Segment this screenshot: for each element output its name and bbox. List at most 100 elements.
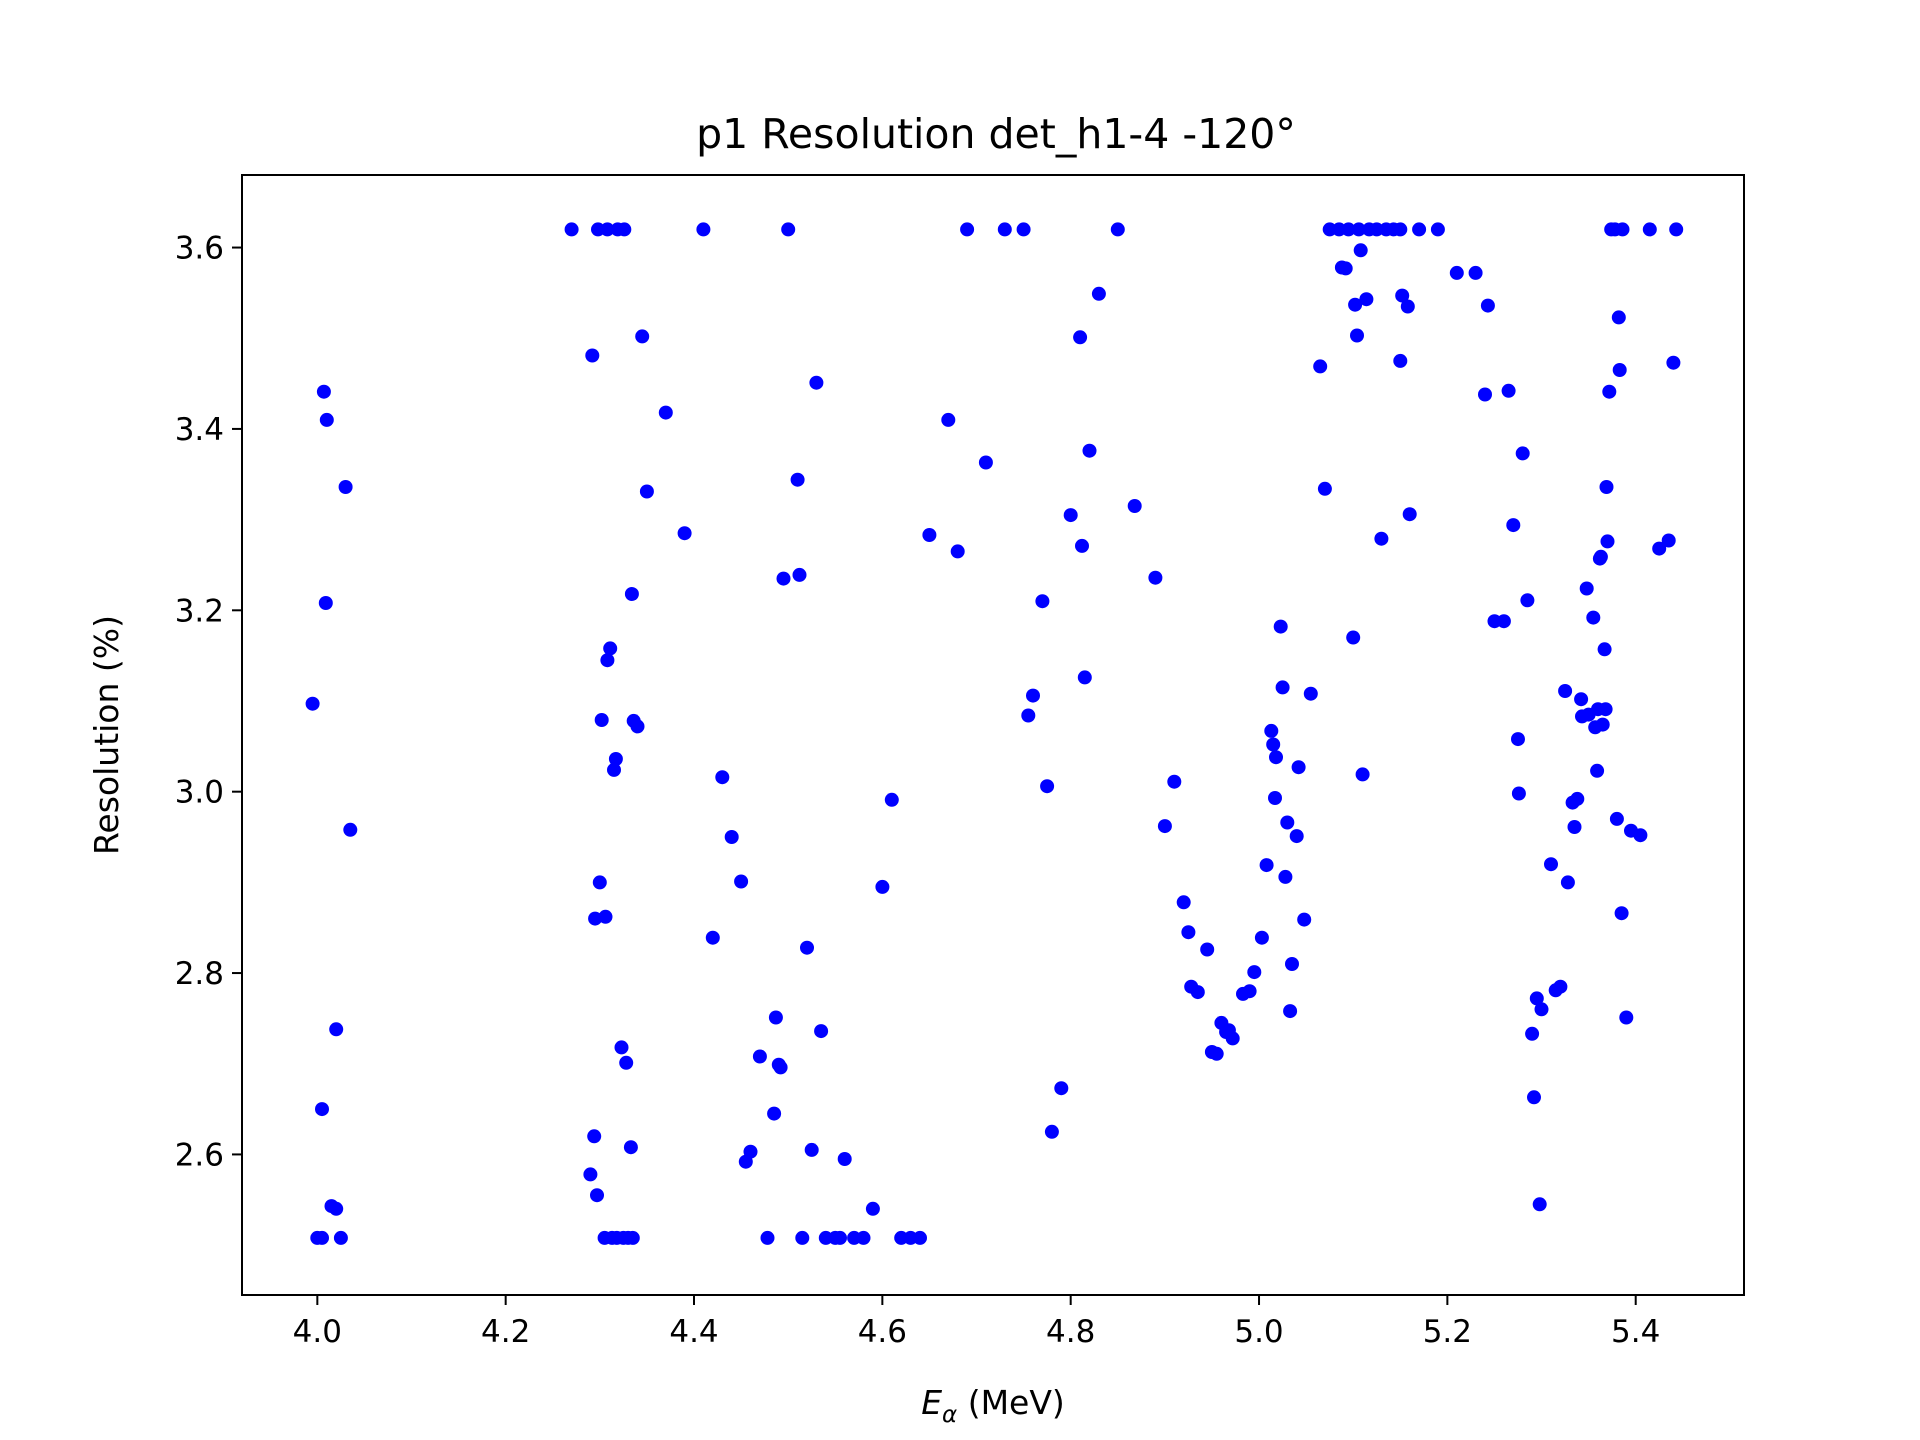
data-point [1661, 533, 1676, 548]
data-point [1303, 686, 1318, 701]
data-point [1289, 829, 1304, 844]
data-point [1598, 702, 1613, 717]
data-point [1091, 286, 1106, 301]
data-point [1291, 760, 1306, 775]
data-point [781, 222, 796, 237]
data-point [585, 348, 600, 363]
data-point [1633, 828, 1648, 843]
data-point [1558, 684, 1573, 698]
data-point [630, 719, 645, 734]
data-point [752, 1049, 767, 1064]
data-point [1534, 1002, 1549, 1017]
data-point [600, 653, 615, 668]
data-point [734, 874, 749, 889]
data-point [1073, 330, 1088, 345]
y-tick-label: 3.4 [175, 412, 224, 448]
data-point [1515, 446, 1530, 461]
data-point [1570, 791, 1585, 806]
data-point [1615, 222, 1630, 237]
data-point [997, 222, 1012, 237]
data-point [715, 770, 730, 785]
data-point [922, 528, 937, 542]
data-point [1269, 750, 1283, 765]
data-point [1532, 1197, 1547, 1212]
x-tick-label: 5.0 [1234, 1314, 1283, 1350]
data-point [583, 1167, 598, 1182]
data-point [696, 222, 711, 237]
data-point [1200, 942, 1215, 957]
data-point [767, 1106, 782, 1121]
data-point [619, 1055, 634, 1070]
data-point [1400, 299, 1415, 314]
data-point [343, 822, 358, 837]
data-point [1478, 387, 1492, 402]
data-point [677, 526, 692, 541]
data-point [1225, 1031, 1240, 1046]
data-point [1351, 222, 1366, 237]
data-point [1374, 531, 1389, 546]
data-point [1082, 443, 1097, 458]
data-point [1040, 779, 1055, 794]
data-point [833, 1230, 847, 1245]
data-point [318, 596, 333, 610]
data-point [1412, 222, 1427, 237]
data-point [809, 375, 824, 390]
data-point [1666, 355, 1681, 370]
data-point [1449, 265, 1464, 280]
data-point [1544, 857, 1558, 872]
data-point [1157, 819, 1172, 834]
data-point [1619, 1010, 1634, 1025]
data-point [564, 222, 579, 237]
data-point [1063, 508, 1078, 523]
data-point [1511, 732, 1525, 747]
data-point [1430, 222, 1445, 237]
y-axis-ticks: 2.6 2.8 3.0 3.2 3.4 3.6 [175, 231, 242, 1173]
x-tick-label: 4.8 [1046, 1314, 1095, 1350]
data-point [1525, 1026, 1540, 1041]
data-point [608, 752, 623, 766]
data-point [1393, 222, 1408, 237]
data-point [1021, 708, 1036, 723]
data-point [1593, 549, 1608, 564]
data-point [1393, 353, 1408, 368]
y-tick-label: 2.6 [175, 1137, 224, 1173]
data-point [1026, 688, 1040, 703]
data-point [315, 1102, 329, 1117]
data-point [594, 713, 609, 727]
data-point [607, 762, 621, 777]
data-point [743, 1144, 758, 1159]
data-point [1669, 222, 1684, 237]
data-point [1285, 957, 1299, 971]
data-point [1395, 288, 1410, 303]
data-point [1609, 811, 1624, 826]
data-point [950, 544, 965, 559]
data-point [587, 1129, 602, 1144]
data-point [1297, 912, 1312, 927]
data-point [315, 1230, 329, 1245]
data-point [598, 909, 613, 924]
data-point [1264, 723, 1279, 738]
data-point [1280, 815, 1295, 830]
data-point [1560, 875, 1575, 890]
data-point [1278, 869, 1293, 884]
data-point [1266, 737, 1281, 752]
data-point [588, 911, 603, 926]
y-tick-label: 3.6 [175, 231, 224, 267]
data-point [1268, 791, 1282, 805]
data-point [768, 1010, 783, 1025]
data-point [338, 480, 353, 494]
x-axis-label-subscript: α [942, 1402, 957, 1428]
data-point [1506, 518, 1521, 533]
x-tick-label: 5.4 [1611, 1314, 1660, 1350]
data-point [603, 641, 618, 656]
data-point [1567, 820, 1582, 834]
x-tick-label: 5.2 [1423, 1314, 1472, 1350]
data-point [1353, 243, 1368, 258]
data-point [1402, 507, 1417, 522]
x-axis-label-symbol: E [921, 1383, 942, 1422]
x-tick-label: 4.6 [858, 1314, 907, 1350]
data-point [1254, 930, 1269, 945]
data-point [1527, 1090, 1541, 1105]
data-point [1586, 610, 1601, 625]
data-point [329, 1022, 344, 1037]
